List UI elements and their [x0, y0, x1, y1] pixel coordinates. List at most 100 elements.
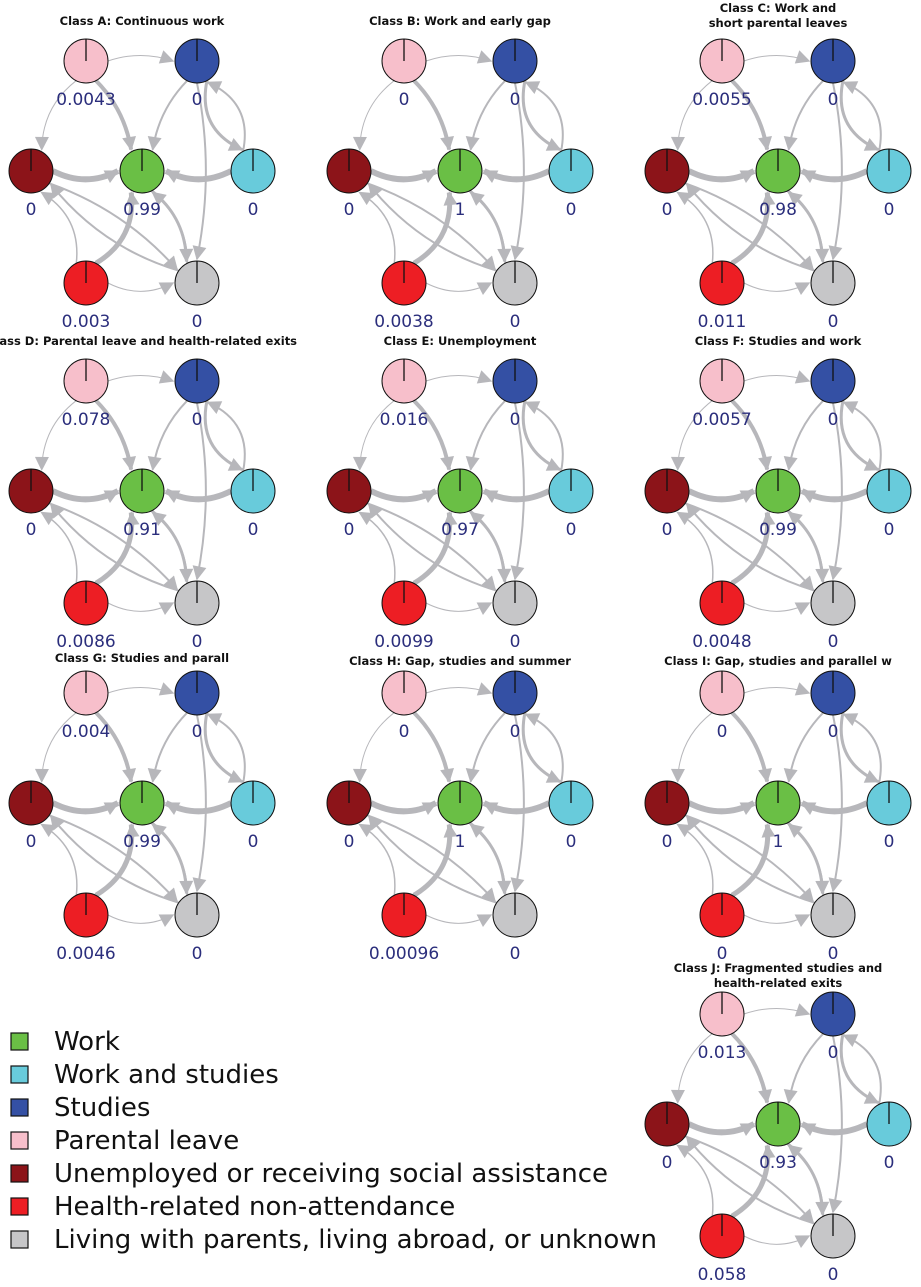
- transition-edge: [425, 682, 493, 696]
- panel-title: Class F: Studies and work: [695, 334, 862, 348]
- transition-edge: [786, 1142, 830, 1216]
- panel-title: health-related exits: [714, 976, 843, 990]
- transition-edge: [164, 168, 233, 183]
- transition-edge: [34, 400, 77, 471]
- transition-edge: [40, 511, 78, 584]
- transition-edge: [828, 82, 843, 261]
- node-value: 0: [192, 944, 203, 964]
- transition-edge: [206, 81, 246, 152]
- transition-edge: [800, 168, 869, 183]
- transition-edge: [524, 81, 564, 152]
- transition-edge: [150, 821, 194, 895]
- transition-edge: [50, 183, 180, 272]
- panel-title: Class G: Studies and parall: [55, 651, 229, 665]
- node-value: 0: [828, 944, 839, 964]
- transition-edge: [839, 712, 880, 783]
- transition-edge: [730, 711, 772, 783]
- transition-edge: [192, 714, 207, 893]
- transition-edge: [164, 800, 233, 815]
- transition-edge: [743, 1235, 811, 1248]
- transition-edge: [468, 821, 512, 895]
- transition-edge: [51, 800, 120, 815]
- panel-title: Class J: Fragmented studies and: [674, 961, 883, 975]
- transition-edge: [150, 509, 194, 583]
- node-value: 0: [192, 410, 203, 430]
- transition-edge: [107, 50, 175, 64]
- transition-edge: [107, 370, 175, 384]
- node-value: 0: [248, 200, 259, 220]
- node-value: 0.011: [698, 312, 747, 332]
- panel: 0.0043 0 0 0.99 0 0.003 0 Class A: Continuous w…: [8, 14, 276, 332]
- transition-edge: [743, 282, 811, 295]
- transition-edge: [670, 400, 713, 471]
- transition-edge: [94, 399, 136, 471]
- legend-label: Work: [54, 1027, 120, 1057]
- node-value: 0.058: [698, 1265, 747, 1285]
- transition-edge: [366, 814, 497, 903]
- panel-title: Class H: Gap, studies and summer: [349, 654, 571, 668]
- transition-edge: [743, 50, 811, 64]
- node-value: 0: [828, 632, 839, 652]
- transition-edge: [368, 815, 498, 904]
- transition-edge: [783, 711, 824, 783]
- node-value: 0: [248, 520, 259, 540]
- node-value: 0: [344, 832, 355, 852]
- node-value: 0.0038: [374, 312, 433, 332]
- transition-edge: [48, 182, 179, 271]
- transition-edge: [412, 79, 454, 151]
- transition-edge: [686, 1136, 816, 1225]
- transition-edge: [107, 914, 175, 927]
- transition-edge: [842, 81, 882, 152]
- transition-edge: [684, 814, 815, 903]
- node-value: 0: [344, 520, 355, 540]
- transition-edge: [800, 488, 869, 503]
- transition-edge: [425, 602, 493, 615]
- transition-edge: [147, 399, 188, 471]
- transition-edge: [465, 399, 506, 471]
- transition-edge: [412, 823, 458, 898]
- transition-edge: [366, 182, 497, 271]
- node-value: 0: [884, 200, 895, 220]
- transition-edge: [425, 50, 493, 64]
- node-value: 0: [662, 520, 673, 540]
- transition-edge: [684, 1135, 815, 1224]
- node-value: 0: [26, 520, 37, 540]
- transition-edge: [521, 712, 562, 783]
- transition-edge: [412, 511, 458, 586]
- node-value: 0.99: [759, 520, 797, 540]
- transition-edge: [368, 503, 498, 592]
- node-value: 0: [828, 1265, 839, 1285]
- transition-edge: [783, 79, 824, 151]
- legend-label: Studies: [54, 1093, 150, 1123]
- transition-edge: [369, 488, 438, 503]
- transition-edge: [828, 402, 843, 581]
- node-value: 0: [510, 90, 521, 110]
- node-value: 0.0099: [374, 632, 433, 652]
- transition-edge: [94, 511, 140, 586]
- transition-edge: [828, 1035, 843, 1214]
- transition-edge: [730, 79, 772, 151]
- transition-edge: [676, 823, 714, 896]
- transition-edge: [412, 191, 458, 266]
- node-value: 0.0043: [56, 90, 115, 110]
- transition-edge: [94, 191, 140, 266]
- transition-edge: [412, 711, 454, 783]
- transition-edge: [203, 80, 244, 151]
- transition-edge: [687, 1121, 756, 1136]
- legend-label: Health-related non-attendance: [54, 1192, 455, 1222]
- panel-title: Class D: Parental leave and health-relat…: [0, 334, 297, 348]
- transition-edge: [684, 182, 815, 271]
- node-value: 0: [26, 200, 37, 220]
- node-value: 0.0046: [56, 944, 115, 964]
- transition-edge: [670, 712, 713, 783]
- panel: 0.004 0 0 0.99 0 0.0046 0 Class G: Studies and …: [8, 651, 276, 964]
- node-value: 0.91: [123, 520, 161, 540]
- transition-edge: [686, 503, 816, 592]
- panel-title: Class I: Gap, studies and parallel w: [664, 654, 892, 668]
- legend-swatch: [10, 1197, 29, 1216]
- transition-edge: [743, 1003, 811, 1017]
- transition-edge: [786, 821, 830, 895]
- transition-edge: [107, 602, 175, 615]
- transition-edge: [50, 503, 180, 592]
